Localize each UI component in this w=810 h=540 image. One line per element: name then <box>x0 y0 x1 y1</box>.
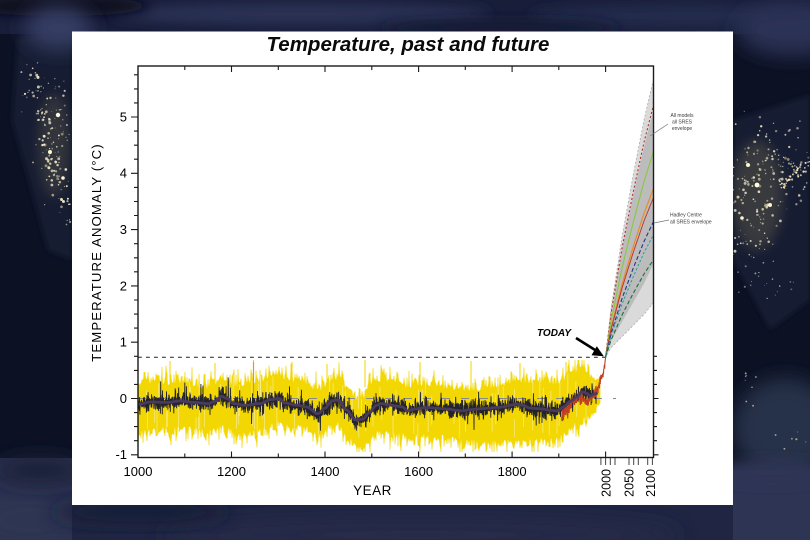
svg-text:Temperature, past and future: Temperature, past and future <box>267 33 550 56</box>
svg-text:envelope: envelope <box>672 126 693 132</box>
svg-text:0: 0 <box>120 391 127 406</box>
svg-text:1200: 1200 <box>217 464 246 479</box>
svg-text:1400: 1400 <box>311 464 340 479</box>
svg-text:All models: All models <box>670 113 694 119</box>
svg-text:-1: -1 <box>115 447 127 462</box>
svg-text:all SRES envelope: all SRES envelope <box>670 220 712 226</box>
svg-text:2000: 2000 <box>600 469 614 497</box>
svg-text:1800: 1800 <box>498 464 527 479</box>
svg-text:1: 1 <box>120 335 127 350</box>
svg-text:2050: 2050 <box>623 469 637 497</box>
svg-text:2100: 2100 <box>644 469 658 497</box>
svg-text:1000: 1000 <box>124 464 153 479</box>
svg-text:YEAR: YEAR <box>353 483 392 498</box>
svg-text:3: 3 <box>120 222 127 237</box>
svg-text:1600: 1600 <box>404 464 433 479</box>
svg-text:Hadley Centre: Hadley Centre <box>670 213 702 219</box>
svg-text:4: 4 <box>120 166 127 181</box>
svg-text:TEMPERATURE ANOMALY (°C): TEMPERATURE ANOMALY (°C) <box>89 143 104 362</box>
svg-text:TODAY: TODAY <box>537 328 572 339</box>
svg-text:5: 5 <box>120 109 127 124</box>
svg-text:all SRES: all SRES <box>672 120 693 126</box>
svg-text:2: 2 <box>120 278 127 293</box>
